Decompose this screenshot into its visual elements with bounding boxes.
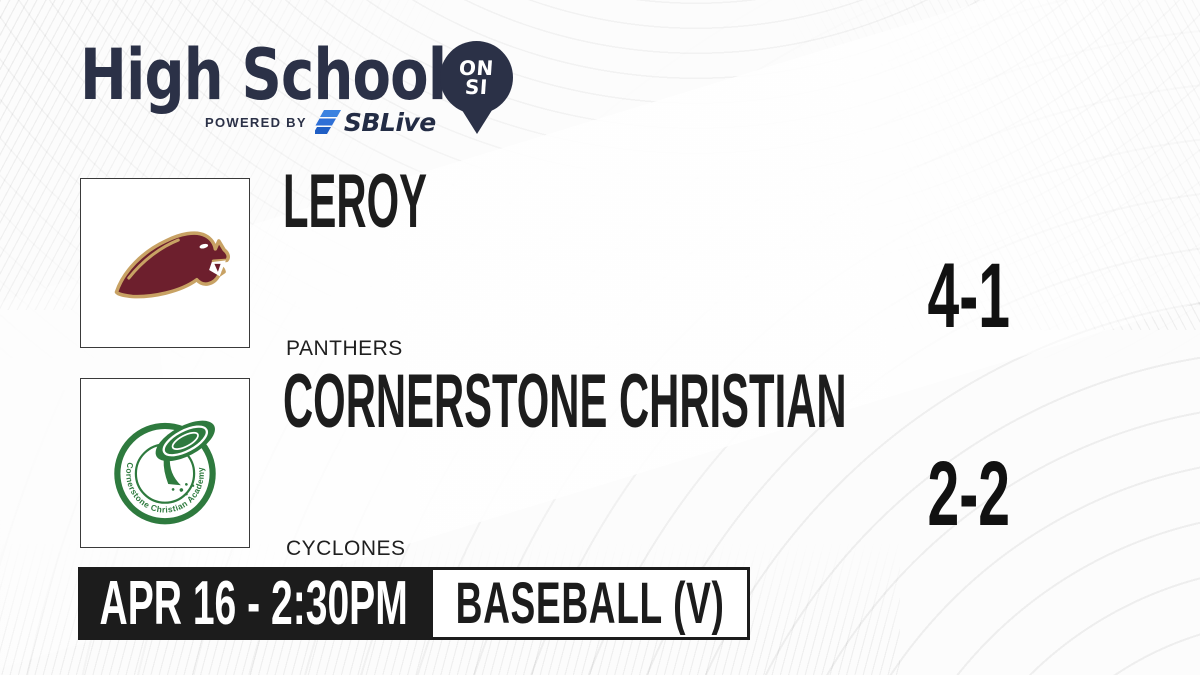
- pin-text-si: SI: [464, 74, 489, 99]
- powered-by-row: POWERED BY SBLive: [205, 109, 436, 135]
- event-badge: BASEBALL (V): [430, 567, 750, 640]
- team2-logo-box: Cornerstone Christian Academy: [80, 378, 250, 548]
- team1-record: 4-1: [927, 245, 1010, 347]
- sblive-bolt-icon: [314, 110, 341, 134]
- on-si-pin-icon: ON SI: [440, 41, 513, 114]
- team1-name: LEROY: [283, 159, 427, 244]
- sblive-logo: SBLive: [314, 107, 436, 137]
- brand-title-text: High School: [80, 34, 447, 116]
- team2-record: 2-2: [927, 443, 1010, 545]
- team1-mascot: PANTHERS: [286, 337, 403, 360]
- sblive-wordmark: SBLive: [343, 107, 436, 137]
- pin-tail-icon: [460, 107, 494, 134]
- cyclone-funnel: [155, 420, 215, 496]
- powered-by-label: POWERED BY: [205, 114, 307, 130]
- team1-logo-box: [80, 178, 250, 348]
- team2-name: CORNERSTONE CHRISTIAN: [283, 359, 847, 444]
- brand-title: High School: [80, 40, 538, 110]
- cornerstone-cyclone-logo-icon: Cornerstone Christian Academy: [114, 420, 216, 525]
- datetime-badge: APR 16 - 2:30PM: [78, 567, 430, 640]
- leroy-panther-logo-icon: [114, 231, 231, 299]
- team2-mascot: CYCLONES: [286, 537, 406, 560]
